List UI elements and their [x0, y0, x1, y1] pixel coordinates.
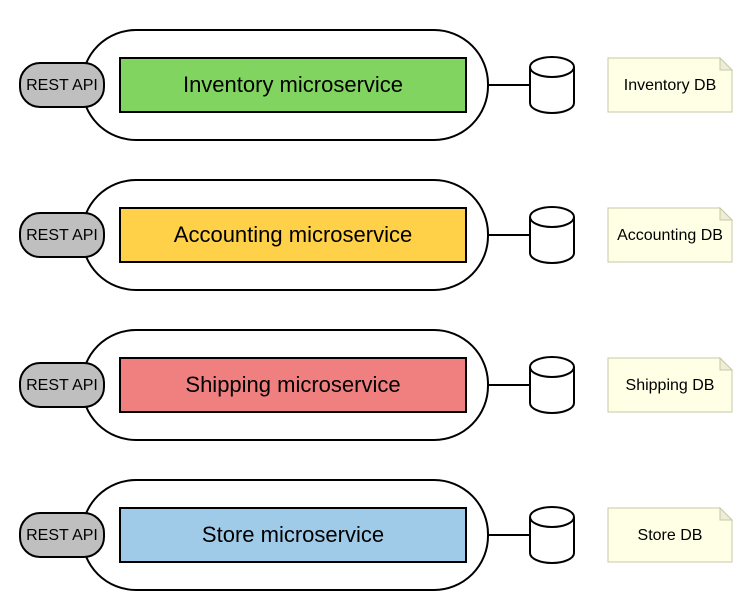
database-cylinder-icon	[530, 57, 574, 113]
database-label: Shipping DB	[626, 377, 715, 394]
database-cylinder-icon	[530, 357, 574, 413]
database-note: Shipping DB	[608, 358, 732, 412]
rest-api-label: REST API	[26, 227, 98, 244]
service-row: REST API Store microservice Store DB	[20, 480, 732, 590]
service-row: REST API Inventory microservice Inventory …	[20, 30, 732, 140]
service-label: Shipping microservice	[185, 372, 400, 397]
database-cylinder-icon	[530, 507, 574, 563]
rest-api-label: REST API	[26, 527, 98, 544]
service-label: Store microservice	[202, 522, 384, 547]
rest-api-label: REST API	[26, 77, 98, 94]
database-label: Store DB	[638, 527, 703, 544]
service-row: REST API Accounting microservice Accountin…	[20, 180, 732, 290]
database-note: Accounting DB	[608, 208, 732, 262]
database-note: Inventory DB	[608, 58, 732, 112]
microservices-diagram: REST API Inventory microservice Inventory …	[0, 0, 750, 614]
service-label: Inventory microservice	[183, 72, 403, 97]
database-label: Inventory DB	[624, 77, 716, 94]
database-label: Accounting DB	[617, 227, 723, 244]
database-cylinder-icon	[530, 207, 574, 263]
database-note: Store DB	[608, 508, 732, 562]
service-row: REST API Shipping microservice Shipping DB	[20, 330, 732, 440]
service-label: Accounting microservice	[174, 222, 412, 247]
rest-api-label: REST API	[26, 377, 98, 394]
